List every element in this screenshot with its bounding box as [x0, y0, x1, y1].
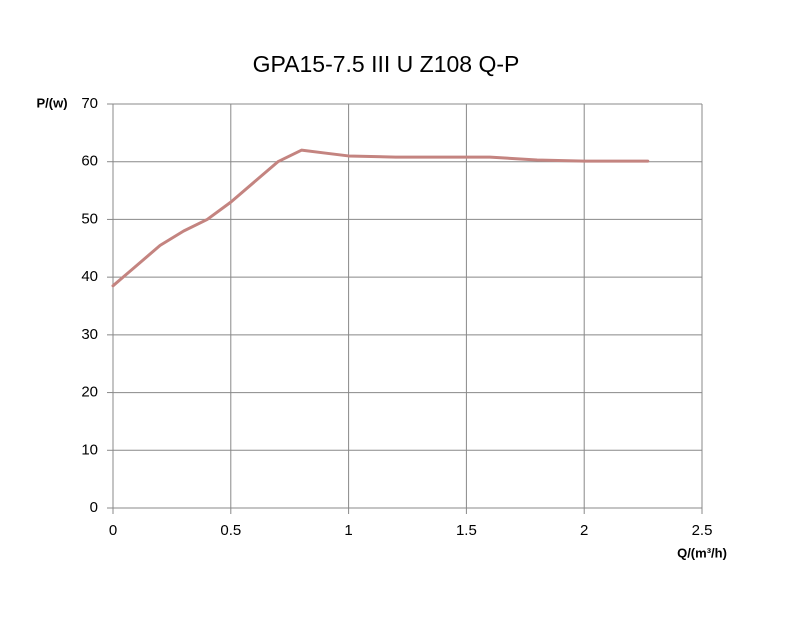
chart-title: GPA15-7.5 III U Z108 Q-P [253, 51, 520, 77]
x-tick-label: 1.5 [456, 522, 477, 539]
x-tick-label: 0 [109, 522, 117, 539]
y-tick-label: 20 [81, 384, 98, 401]
y-tick-label: 60 [81, 153, 98, 170]
y-tick-label: 30 [81, 326, 98, 343]
y-axis-label: P/(w) [36, 95, 67, 110]
y-tick-label: 50 [81, 210, 98, 227]
y-tick-label: 10 [81, 441, 98, 458]
y-tick-label: 0 [90, 499, 98, 516]
x-tick-label: 2 [580, 522, 588, 539]
y-tick-label: 40 [81, 268, 98, 285]
y-tick-label: 70 [81, 95, 98, 112]
data-line [111, 148, 650, 288]
x-axis-label: Q/(m³/h) [677, 545, 727, 560]
x-tick-label: 0.5 [220, 522, 241, 539]
x-tick-label: 2.5 [692, 522, 713, 539]
x-tick-label: 1 [344, 522, 352, 539]
